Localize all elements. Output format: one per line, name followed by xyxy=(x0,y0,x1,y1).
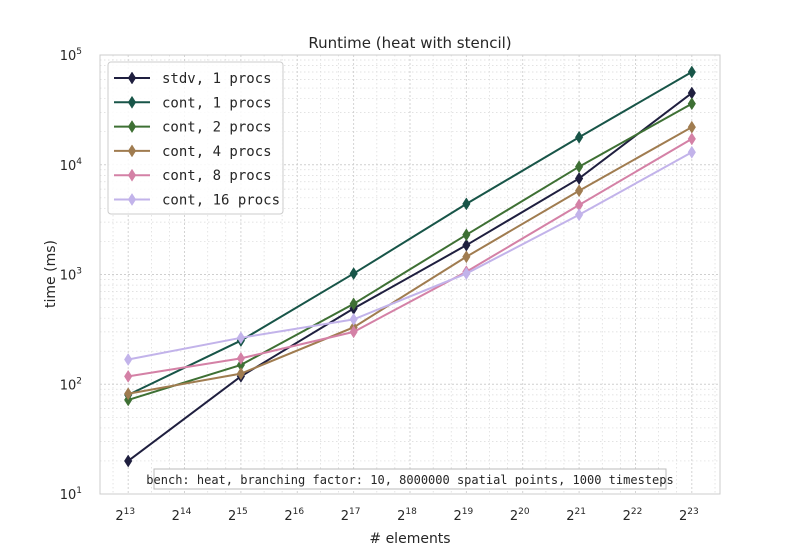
x-tick-label: 221 xyxy=(566,507,586,524)
legend-entry: cont, 1 procs xyxy=(114,95,272,111)
plot-frame xyxy=(99,54,721,495)
x-tick-label: 215 xyxy=(228,507,248,524)
series-marker xyxy=(462,228,471,242)
legend-marker xyxy=(127,95,137,109)
series-line xyxy=(127,102,693,401)
series-layer xyxy=(124,65,696,468)
series-marker xyxy=(574,184,584,198)
series-line xyxy=(127,71,693,396)
y-axis-label: time (ms) xyxy=(43,240,59,308)
legend-marker xyxy=(127,168,137,182)
series-marker xyxy=(574,130,584,144)
x-tick-label: 213 xyxy=(115,507,135,524)
series-marker xyxy=(349,312,358,326)
series-line xyxy=(127,92,693,462)
x-axis-ticks: 213 214 215 216 217 218 219 220 221 222 223 xyxy=(115,507,698,524)
y-tick-label: 101 xyxy=(60,486,82,503)
series-marker xyxy=(687,145,696,159)
chart-title: Runtime (heat with stencil) xyxy=(308,34,511,52)
annotation-frame xyxy=(153,468,667,490)
legend-label: stdv, 1 procs xyxy=(162,71,272,87)
legend-box xyxy=(107,61,284,215)
series-5 xyxy=(124,145,696,366)
legend-marker xyxy=(127,193,137,206)
x-tick-label: 214 xyxy=(172,507,192,524)
legend-marker xyxy=(127,144,137,158)
x-tick-label: 218 xyxy=(397,507,417,524)
legend: stdv, 1 procs cont, 1 procs cont, 2 procs c… xyxy=(107,61,284,215)
series-marker xyxy=(462,197,471,211)
y-axis-ticks: 101 102 103 104 105 xyxy=(60,47,83,503)
series-marker xyxy=(687,65,696,79)
annotation-text: bench: heat, branching factor: 10, 80000… xyxy=(146,473,673,487)
series-line xyxy=(127,151,693,361)
legend-label: cont, 16 procs xyxy=(162,193,280,209)
series-line xyxy=(128,126,693,395)
series-marker xyxy=(124,369,133,383)
series-marker xyxy=(124,387,133,401)
annotation-box: bench: heat, branching factor: 10, 80000… xyxy=(146,468,674,490)
series-marker xyxy=(124,353,133,366)
x-axis-label: # elements xyxy=(369,531,450,547)
legend-label: cont, 1 procs xyxy=(162,95,272,111)
series-marker xyxy=(349,325,358,339)
series-marker xyxy=(462,250,471,264)
legend-entry: stdv, 1 procs xyxy=(114,71,272,87)
legend-label: cont, 4 procs xyxy=(162,144,272,160)
series-marker xyxy=(687,132,696,146)
series-marker xyxy=(236,351,246,365)
series-marker xyxy=(574,208,584,222)
series-3 xyxy=(124,120,696,401)
y-tick-label: 103 xyxy=(60,267,82,284)
x-tick-label: 222 xyxy=(623,507,643,524)
legend-label: cont, 2 procs xyxy=(162,120,272,136)
series-marker xyxy=(124,454,133,468)
x-tick-label: 223 xyxy=(679,507,699,524)
x-tick-label: 217 xyxy=(341,507,361,524)
series-marker xyxy=(462,267,471,281)
legend-marker xyxy=(127,120,137,134)
x-tick-label: 219 xyxy=(453,507,473,524)
legend-entry: cont, 8 procs xyxy=(114,168,272,184)
series-marker xyxy=(236,367,246,381)
series-marker xyxy=(574,160,584,174)
legend-entry: cont, 2 procs xyxy=(114,120,272,136)
series-line xyxy=(128,138,693,378)
legend-marker xyxy=(127,71,137,85)
legend-entry: cont, 4 procs xyxy=(114,144,272,160)
x-tick-label: 216 xyxy=(284,507,304,524)
series-marker xyxy=(349,267,358,281)
legend-entry: cont, 16 procs xyxy=(114,193,280,209)
series-4 xyxy=(124,132,696,383)
y-tick-label: 105 xyxy=(60,47,82,64)
series-marker xyxy=(687,97,696,111)
series-marker xyxy=(349,297,358,311)
series-marker xyxy=(236,331,246,345)
x-tick-label: 220 xyxy=(510,507,530,524)
y-tick-label: 104 xyxy=(60,157,83,174)
y-tick-label: 102 xyxy=(60,376,82,393)
series-marker xyxy=(574,171,584,185)
legend-label: cont, 8 procs xyxy=(162,168,272,184)
